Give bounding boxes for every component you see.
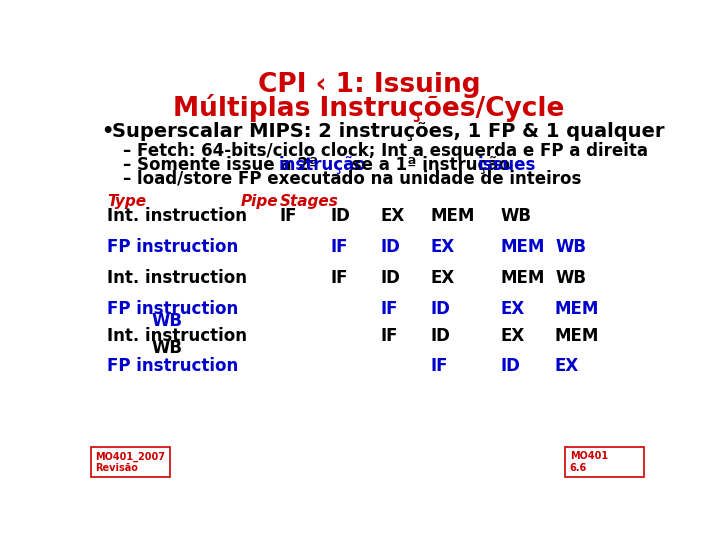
Text: MEM: MEM <box>500 238 545 256</box>
Text: Int. instruction: Int. instruction <box>107 327 247 345</box>
Text: •: • <box>101 122 113 141</box>
Text: se a 1ª instrução: se a 1ª instrução <box>346 156 516 174</box>
Text: CPI ‹ 1: Issuing: CPI ‹ 1: Issuing <box>258 72 480 98</box>
Text: ID: ID <box>381 238 400 256</box>
Text: FP instruction: FP instruction <box>107 357 238 375</box>
Text: ID: ID <box>381 269 400 287</box>
Text: FP instruction: FP instruction <box>107 300 238 318</box>
Text: issues: issues <box>478 156 536 174</box>
Text: WB: WB <box>500 207 532 225</box>
Text: EX: EX <box>381 207 405 225</box>
Text: – Fetch: 64-bits/ciclo clock; Int a esquerda e FP a direita: – Fetch: 64-bits/ciclo clock; Int a esqu… <box>122 142 647 160</box>
Text: MEM: MEM <box>555 300 599 318</box>
Text: Pipe: Pipe <box>241 194 279 209</box>
Text: Type: Type <box>107 194 146 209</box>
Text: ID: ID <box>431 327 451 345</box>
Text: IF: IF <box>431 357 449 375</box>
Text: Múltiplas Instruções/Cycle: Múltiplas Instruções/Cycle <box>174 94 564 122</box>
FancyBboxPatch shape <box>91 448 170 477</box>
Text: Superscalar MIPS: 2 instruções, 1 FP & 1 qualquer: Superscalar MIPS: 2 instruções, 1 FP & 1… <box>112 122 665 141</box>
Text: IF: IF <box>381 300 398 318</box>
Text: MO401_2007
Revisão: MO401_2007 Revisão <box>96 451 166 473</box>
Text: Int. instruction: Int. instruction <box>107 207 247 225</box>
Text: ID: ID <box>500 357 521 375</box>
Text: MEM: MEM <box>431 207 475 225</box>
Text: EX: EX <box>555 357 580 375</box>
Text: Int. instruction: Int. instruction <box>107 269 247 287</box>
Text: IF: IF <box>280 207 297 225</box>
Text: EX: EX <box>431 238 455 256</box>
Text: WB: WB <box>152 339 183 357</box>
Text: EX: EX <box>500 300 525 318</box>
Text: WB: WB <box>555 269 586 287</box>
Text: ID: ID <box>330 207 350 225</box>
Text: EX: EX <box>431 269 455 287</box>
Text: IF: IF <box>330 238 348 256</box>
Text: WB: WB <box>152 312 183 330</box>
Text: MO401
6.6: MO401 6.6 <box>570 451 608 473</box>
FancyBboxPatch shape <box>565 448 644 477</box>
Text: IF: IF <box>381 327 398 345</box>
Text: MEM: MEM <box>555 327 599 345</box>
Text: FP instruction: FP instruction <box>107 238 238 256</box>
Text: – Somente issue a 2ª: – Somente issue a 2ª <box>122 156 323 174</box>
Text: WB: WB <box>555 238 586 256</box>
Text: instrução: instrução <box>279 156 366 174</box>
Text: – load/store FP executado na unidade de inteiros: – load/store FP executado na unidade de … <box>122 170 581 187</box>
Text: MEM: MEM <box>500 269 545 287</box>
Text: EX: EX <box>500 327 525 345</box>
Text: Stages: Stages <box>280 194 338 209</box>
Text: ID: ID <box>431 300 451 318</box>
Text: IF: IF <box>330 269 348 287</box>
